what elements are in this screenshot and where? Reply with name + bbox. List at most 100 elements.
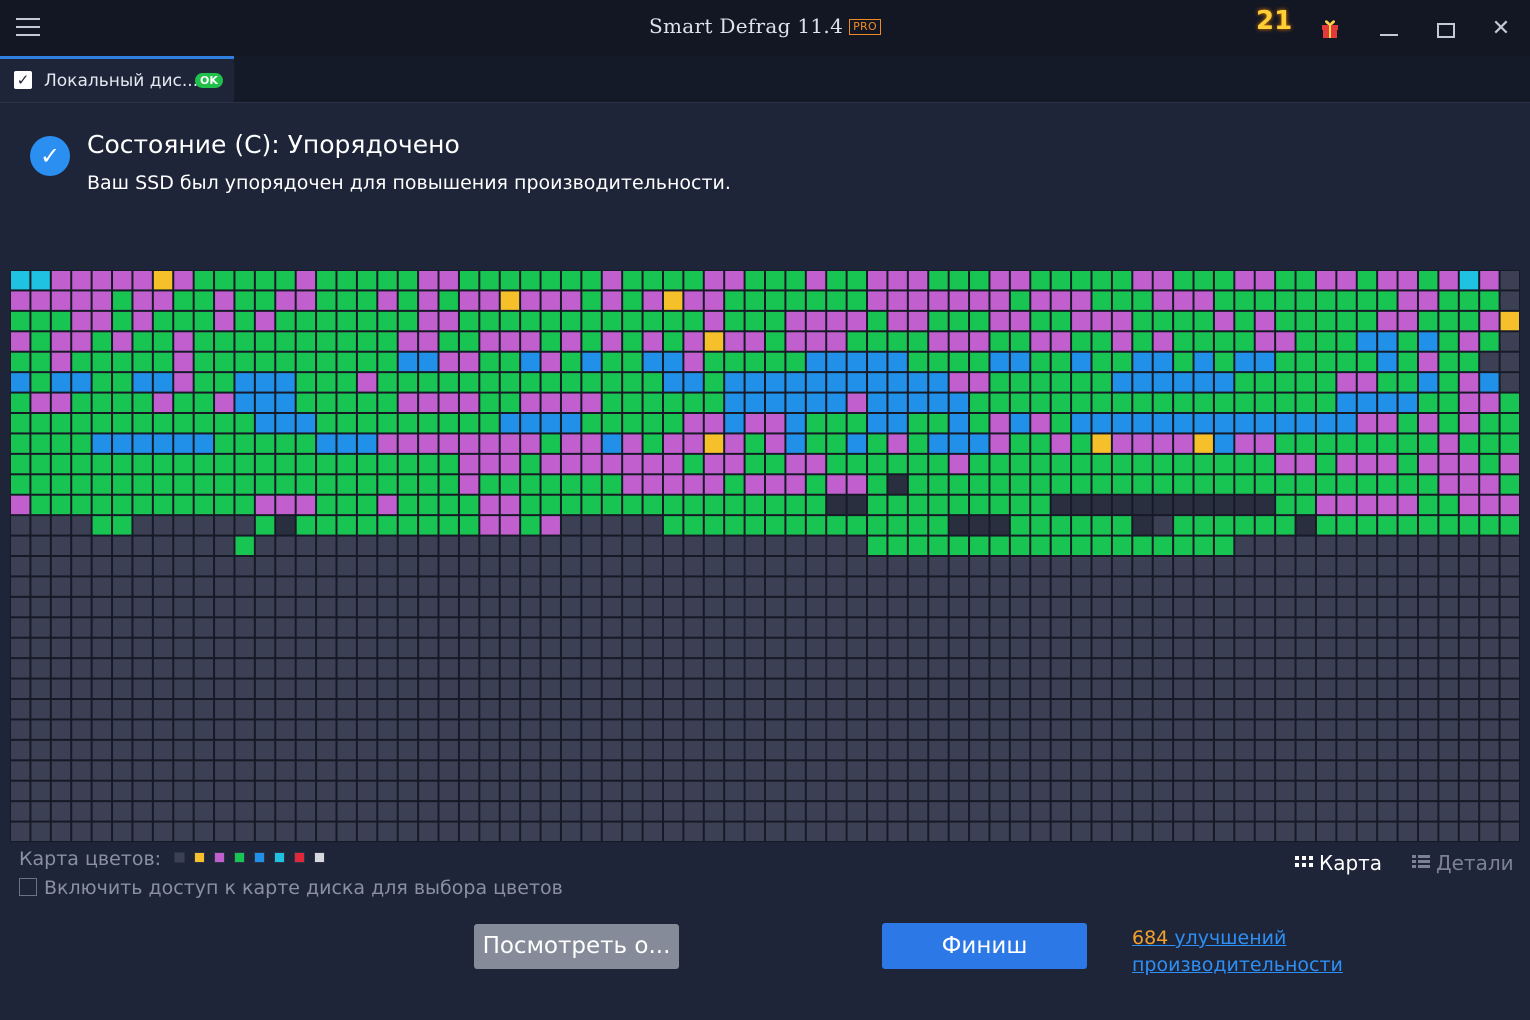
disk-cluster-block bbox=[786, 720, 805, 739]
disk-cluster-block bbox=[255, 311, 275, 331]
disk-cluster-block bbox=[1072, 597, 1091, 617]
disk-cluster-block bbox=[1398, 291, 1417, 310]
disk-cluster-block bbox=[215, 802, 234, 821]
disk-cluster-block bbox=[868, 434, 887, 453]
disk-cluster-block bbox=[215, 291, 234, 310]
disk-cluster-block bbox=[1439, 679, 1458, 698]
close-button[interactable]: ✕ bbox=[1491, 16, 1511, 41]
disk-cluster-block bbox=[868, 720, 887, 739]
disk-cluster-block bbox=[317, 454, 336, 474]
disk-cluster-block bbox=[1480, 393, 1499, 412]
disk-cluster-block bbox=[133, 720, 152, 739]
disk-cluster-block bbox=[1500, 516, 1519, 535]
disk-cluster-block bbox=[357, 311, 377, 331]
disk-cluster-block bbox=[31, 536, 50, 555]
disk-cluster-block bbox=[1316, 332, 1336, 351]
disk-cluster-block bbox=[1214, 393, 1234, 412]
disk-cluster-block bbox=[1051, 720, 1071, 739]
disk-cluster-block bbox=[1214, 536, 1234, 555]
tab-local-disk[interactable]: ✓ Локальный дис... OK bbox=[0, 56, 234, 102]
disk-cluster-block bbox=[704, 597, 724, 617]
disk-cluster-block bbox=[419, 516, 438, 535]
disk-cluster-block bbox=[541, 393, 560, 412]
maximize-button[interactable] bbox=[1431, 14, 1459, 42]
disk-cluster-block bbox=[949, 332, 969, 351]
disk-cluster-block bbox=[419, 475, 438, 494]
view-map-toggle[interactable]: Карта bbox=[1295, 851, 1382, 875]
disk-cluster-block bbox=[806, 475, 826, 494]
disk-cluster-block bbox=[602, 291, 622, 310]
disk-cluster-block bbox=[1480, 822, 1499, 841]
disk-cluster-block bbox=[521, 454, 540, 474]
disk-cluster-block bbox=[133, 271, 152, 290]
disk-cluster-block bbox=[1418, 802, 1438, 821]
disk-cluster-block bbox=[1255, 679, 1275, 698]
gift-icon[interactable] bbox=[1321, 18, 1339, 38]
disk-cluster-block bbox=[500, 781, 520, 801]
disk-cluster-block bbox=[276, 802, 295, 821]
enable-color-select-checkbox[interactable] bbox=[19, 878, 37, 896]
disk-cluster-block bbox=[194, 761, 214, 780]
disk-cluster-block bbox=[1133, 557, 1152, 576]
disk-cluster-block bbox=[1439, 291, 1458, 310]
disk-cluster-block bbox=[1072, 516, 1091, 535]
disk-cluster-block bbox=[153, 332, 173, 351]
disk-cluster-block bbox=[31, 597, 50, 617]
disk-cluster-block bbox=[1051, 475, 1071, 494]
disk-cluster-block bbox=[704, 700, 724, 719]
disk-cluster-block bbox=[1214, 761, 1234, 780]
disk-cluster-block bbox=[1316, 822, 1336, 841]
disk-cluster-block bbox=[602, 271, 622, 290]
disk-cluster-block bbox=[602, 414, 622, 433]
disk-cluster-block bbox=[745, 311, 764, 331]
disk-cluster-block bbox=[72, 577, 91, 596]
disk-cluster-block bbox=[92, 802, 112, 821]
disk-cluster-block bbox=[459, 802, 479, 821]
disk-cluster-block bbox=[11, 557, 30, 576]
anniversary-promo-icon[interactable]: 21 bbox=[1256, 6, 1293, 36]
disk-cluster-block bbox=[194, 332, 214, 351]
disk-cluster-block bbox=[1378, 373, 1397, 392]
view-report-button[interactable]: Посмотреть о... bbox=[474, 924, 679, 969]
disk-cluster-block bbox=[908, 454, 928, 474]
disk-cluster-block bbox=[1480, 557, 1499, 576]
disk-cluster-block bbox=[357, 475, 377, 494]
disk-cluster-block bbox=[1010, 475, 1030, 494]
disk-cluster-block bbox=[174, 475, 193, 494]
finish-button[interactable]: Финиш bbox=[882, 923, 1087, 969]
disk-cluster-block bbox=[296, 414, 316, 433]
disk-cluster-block bbox=[1174, 761, 1193, 780]
minimize-button[interactable] bbox=[1375, 14, 1403, 42]
disk-cluster-block bbox=[970, 271, 989, 290]
disk-cluster-block bbox=[1480, 802, 1499, 821]
disk-cluster-block bbox=[847, 720, 867, 739]
disk-cluster-block bbox=[1051, 414, 1071, 433]
disk-cluster-block bbox=[11, 393, 30, 412]
disk-cluster-block bbox=[1480, 475, 1499, 494]
disk-cluster-block bbox=[11, 700, 30, 719]
disk-cluster-block bbox=[766, 781, 785, 801]
disk-cluster-block bbox=[296, 597, 316, 617]
enable-color-select-row[interactable]: Включить доступ к карте диска для выбора… bbox=[19, 877, 563, 899]
view-details-toggle[interactable]: Детали bbox=[1412, 851, 1514, 875]
disk-cluster-block bbox=[1337, 618, 1356, 637]
disk-cluster-block bbox=[1480, 720, 1499, 739]
disk-cluster-block bbox=[1439, 700, 1458, 719]
disk-cluster-block bbox=[1316, 700, 1336, 719]
disk-cluster-block bbox=[602, 516, 622, 535]
disk-cluster-block bbox=[1214, 434, 1234, 453]
disk-cluster-block bbox=[1092, 822, 1111, 841]
improvements-link[interactable]: 684 улучшений производительности bbox=[1132, 925, 1392, 979]
disk-cluster-block bbox=[72, 475, 91, 494]
legend-swatch bbox=[274, 852, 286, 863]
drive-checkbox[interactable]: ✓ bbox=[14, 71, 32, 89]
disk-cluster-block bbox=[113, 597, 132, 617]
disk-cluster-block bbox=[1194, 802, 1213, 821]
disk-cluster-block bbox=[1337, 475, 1356, 494]
disk-cluster-block bbox=[806, 454, 826, 474]
disk-cluster-block bbox=[1398, 720, 1417, 739]
disk-cluster-block bbox=[1194, 352, 1213, 372]
disk-cluster-block bbox=[1500, 393, 1519, 412]
disk-cluster-block bbox=[337, 291, 356, 310]
hamburger-menu-icon[interactable] bbox=[16, 18, 40, 38]
